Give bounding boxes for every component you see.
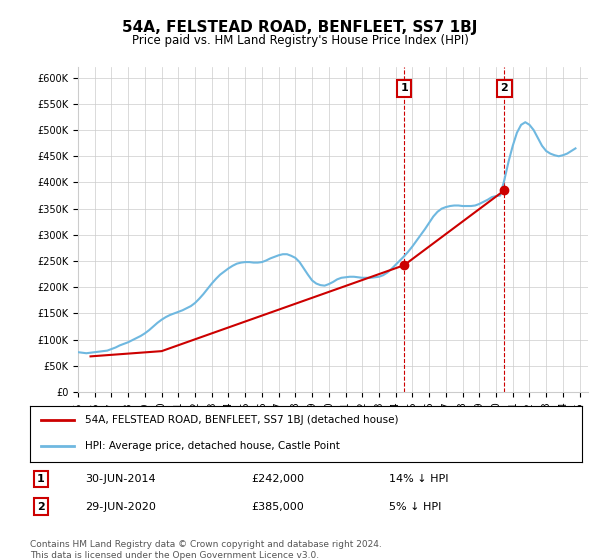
Text: Contains HM Land Registry data © Crown copyright and database right 2024.
This d: Contains HM Land Registry data © Crown c… bbox=[30, 540, 382, 560]
Text: 1: 1 bbox=[37, 474, 45, 484]
Text: Price paid vs. HM Land Registry's House Price Index (HPI): Price paid vs. HM Land Registry's House … bbox=[131, 34, 469, 46]
Text: 54A, FELSTEAD ROAD, BENFLEET, SS7 1BJ (detached house): 54A, FELSTEAD ROAD, BENFLEET, SS7 1BJ (d… bbox=[85, 415, 398, 425]
Text: £385,000: £385,000 bbox=[251, 502, 304, 512]
Text: 5% ↓ HPI: 5% ↓ HPI bbox=[389, 502, 441, 512]
Text: £242,000: £242,000 bbox=[251, 474, 304, 484]
Text: 29-JUN-2020: 29-JUN-2020 bbox=[85, 502, 156, 512]
Text: 14% ↓ HPI: 14% ↓ HPI bbox=[389, 474, 448, 484]
Text: 54A, FELSTEAD ROAD, BENFLEET, SS7 1BJ: 54A, FELSTEAD ROAD, BENFLEET, SS7 1BJ bbox=[122, 20, 478, 35]
Text: 30-JUN-2014: 30-JUN-2014 bbox=[85, 474, 156, 484]
Text: 2: 2 bbox=[37, 502, 45, 512]
Text: 2: 2 bbox=[500, 83, 508, 94]
Text: HPI: Average price, detached house, Castle Point: HPI: Average price, detached house, Cast… bbox=[85, 441, 340, 451]
Text: 1: 1 bbox=[400, 83, 408, 94]
